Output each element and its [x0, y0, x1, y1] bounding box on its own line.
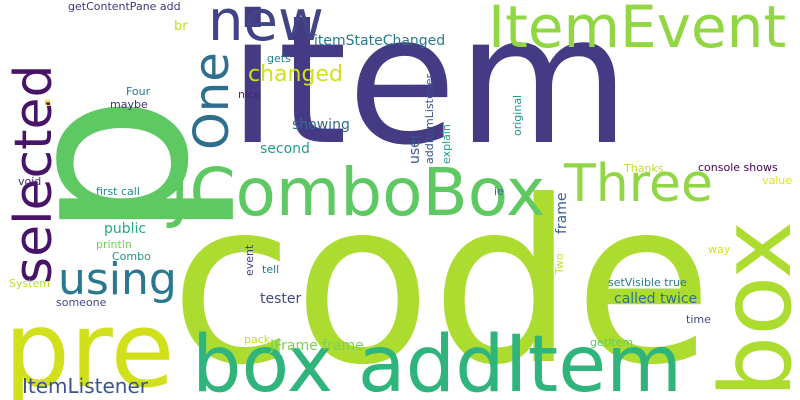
word-br: br [174, 20, 188, 33]
word-called-twice: called twice [614, 292, 697, 306]
word-showing: showing [292, 118, 350, 132]
word-maybe: maybe [110, 99, 148, 110]
word-user: user [408, 133, 422, 164]
word-two: Two [554, 253, 565, 274]
word-jcombobox: JComboBox [170, 160, 545, 226]
word-setvisible-true: setVisible true [608, 277, 687, 288]
word-gets: gets [267, 53, 291, 64]
word-e: e [44, 96, 51, 108]
word-void: void [18, 176, 41, 187]
word-first-call: first call [96, 186, 140, 197]
word-getcontentpane-add: getContentPane add [68, 1, 181, 12]
word-four: Four [126, 86, 150, 97]
word-second: second [260, 142, 310, 156]
word-itemstatechanged: itemStateChanged [314, 34, 445, 48]
word-thanks: Thanks [624, 163, 664, 174]
word-println: println [96, 239, 132, 250]
word-time: time [686, 314, 711, 325]
word-additemlistener: addItemListener [424, 74, 435, 164]
word-explain: explain [441, 124, 452, 164]
word-system: System [9, 278, 50, 289]
word-nice: nice [238, 89, 261, 100]
word-tester: tester [260, 292, 301, 306]
word-jframe-frame: JFrame frame [270, 339, 364, 353]
word-frame: frame [555, 192, 569, 234]
word-changed: changed [248, 64, 343, 86]
word-console-shows: console shows [698, 162, 778, 173]
word-original: original [512, 95, 523, 136]
word-way: way [708, 244, 730, 255]
word-one: One [188, 52, 236, 150]
word-event: event [244, 245, 255, 276]
word-pack: pack [244, 334, 270, 345]
word-itemlistener: ItemListener [22, 376, 148, 396]
word-getitem: getItem [590, 337, 633, 348]
word-tell: tell [262, 264, 279, 275]
word-combo: Combo [112, 251, 151, 262]
word-new: new [208, 0, 324, 50]
word-value: value [762, 175, 792, 186]
word-public: public [104, 222, 146, 236]
word-someone: someone [56, 297, 106, 308]
word-ie: ie [494, 186, 504, 197]
word-itemevent: ItemEvent [488, 0, 786, 56]
